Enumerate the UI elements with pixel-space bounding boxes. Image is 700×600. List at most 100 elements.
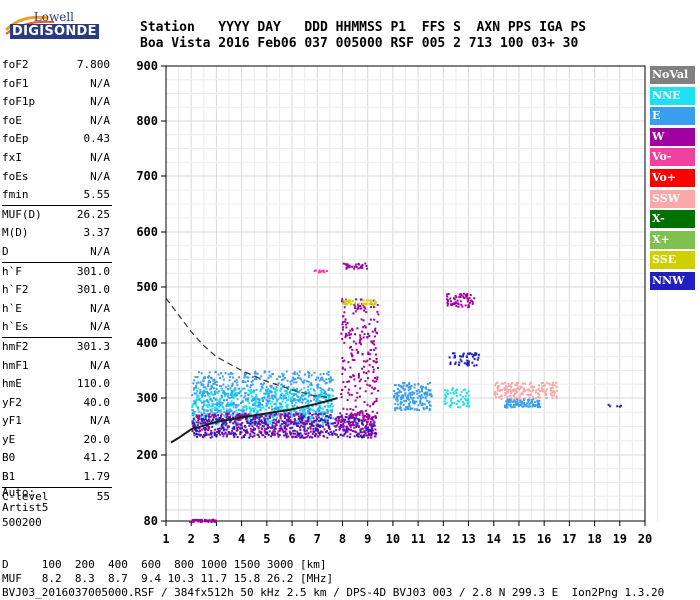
echo-point [334,418,337,421]
echo-point [354,421,357,424]
echo-point [244,426,247,429]
echo-point [349,366,352,369]
echo-point [306,419,309,422]
echo-point [299,412,302,415]
echo-point [537,395,540,398]
echo-point [353,419,356,422]
echo-point [331,405,334,408]
echo-point [257,401,260,404]
echo-point [221,405,224,408]
echo-point [244,373,247,376]
echo-point [446,304,449,307]
echo-point [294,435,297,438]
echo-point [261,398,264,401]
echo-point [494,393,497,396]
echo-point [532,398,535,401]
param-row: h`F2 301.0 [2,281,112,300]
echo-point [519,401,522,404]
echo-point [458,296,461,299]
echo-point [245,420,248,423]
echo-point [323,394,326,397]
echo-point [371,428,374,431]
echo-point [295,422,298,425]
echo-point [246,376,249,379]
echo-point [318,424,321,427]
echo-point [195,421,198,424]
echo-point [496,389,499,392]
echo-point [330,410,333,413]
echo-point [278,405,281,408]
echo-point [236,421,239,424]
echo-point [351,358,354,361]
echo-point [273,434,276,437]
echo-point [220,425,223,428]
echo-point [291,396,294,399]
echo-point [192,382,195,385]
echo-point [241,411,244,414]
echo-point [293,417,296,420]
echo-point [344,418,347,421]
echo-point [285,392,288,395]
echo-point [222,426,225,429]
echo-point [335,429,338,432]
echo-point [244,433,247,436]
echo-point [252,427,255,430]
echo-point [226,388,229,391]
echo-point [312,424,315,427]
legend-item: NNE [650,86,695,105]
echo-point [458,361,461,364]
echo-point [289,413,292,416]
echo-point [278,402,281,405]
echo-point [192,388,195,391]
echo-point [372,425,375,428]
echo-point [192,425,195,428]
echo-point [419,395,422,398]
echo-point [256,409,259,412]
echo-point [307,374,310,377]
echo-point [224,415,227,418]
echo-point [446,389,449,392]
echo-point [343,421,346,424]
echo-point [266,396,269,399]
echo-point [618,405,621,408]
echo-point [304,413,307,416]
echo-point [233,435,236,438]
echo-point [401,397,404,400]
echo-point [454,362,457,365]
echo-point [317,376,320,379]
echo-point [279,416,282,419]
echo-point [467,394,470,397]
echo-point [290,379,293,382]
echo-point [404,393,407,396]
echo-point [261,425,264,428]
echo-point [471,302,474,305]
echo-point [220,388,223,391]
echo-point [224,372,227,375]
y-tick-label: 500 [136,280,158,294]
echo-point [275,400,278,403]
echo-point [543,383,546,386]
echo-point [205,434,208,437]
echo-point [233,380,236,383]
echo-point [308,422,311,425]
echo-point [317,409,320,412]
echo-point [451,387,454,390]
echo-point [374,329,377,332]
echo-point [347,266,350,269]
param-name: foEp [2,132,29,146]
echo-point [399,396,402,399]
echo-point [536,400,539,403]
echo-point [374,435,377,438]
echo-point [307,416,310,419]
echo-point [232,416,235,419]
param-value: N/A [90,95,110,109]
echo-point [371,365,374,368]
echo-point [191,409,194,412]
echo-point [418,390,421,393]
echo-point [395,392,398,395]
echo-point [320,392,323,395]
echo-point [517,388,520,391]
echo-point [197,398,200,401]
echo-point [320,430,323,433]
echo-point [313,389,316,392]
